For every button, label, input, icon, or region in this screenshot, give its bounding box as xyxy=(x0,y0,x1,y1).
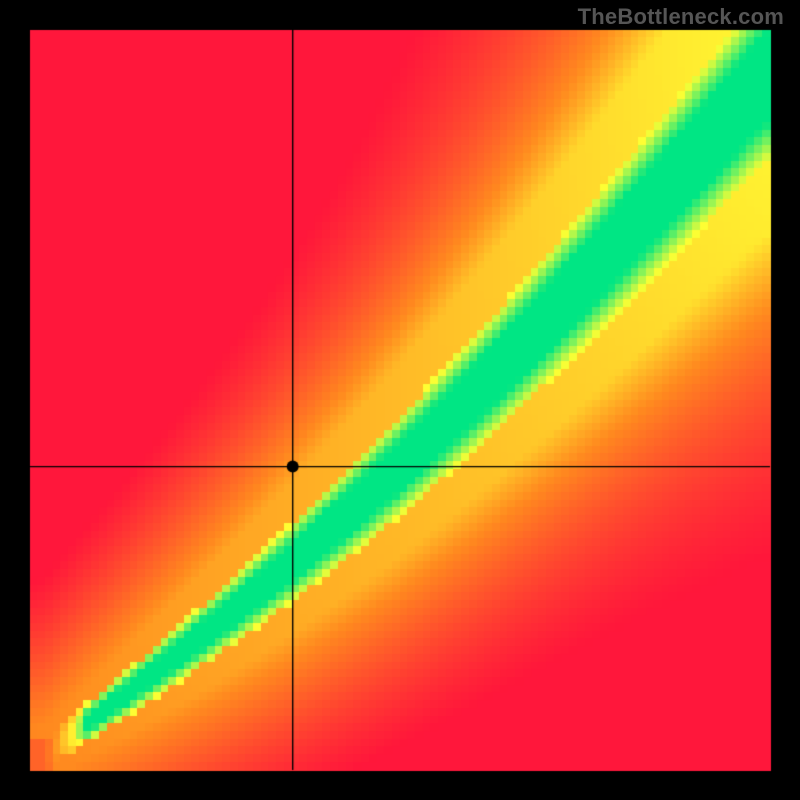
bottleneck-heatmap xyxy=(0,0,800,800)
chart-container: TheBottleneck.com xyxy=(0,0,800,800)
watermark-text: TheBottleneck.com xyxy=(578,4,784,30)
